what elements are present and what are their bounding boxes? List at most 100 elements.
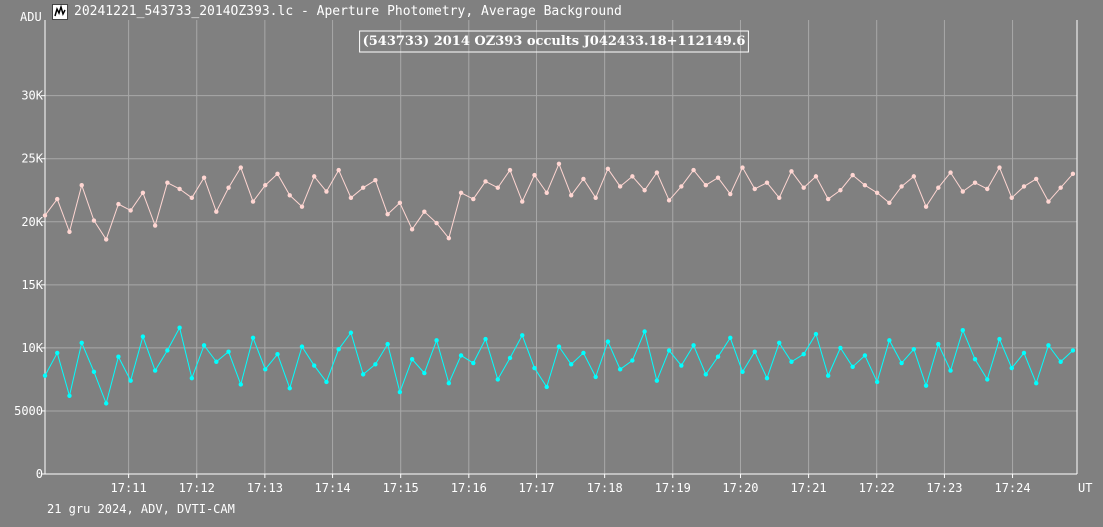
data-point [581,350,586,356]
data-point [324,189,329,194]
series-segment [179,188,193,199]
series-segment [277,173,291,196]
series-segment [546,163,560,193]
series-segment [570,178,584,196]
series-segment [937,343,952,371]
series-1 [42,161,1076,242]
series-segment [448,355,462,384]
series-segment [791,353,804,363]
chart-title-box [359,30,749,53]
series-segment [472,181,486,200]
series-segment [925,343,939,386]
series-segment [595,341,609,378]
y-tick-label: 25K [21,152,43,166]
series-segment [485,180,499,189]
series-segment [999,167,1013,199]
series-segment [888,186,903,204]
series-segment [570,352,584,365]
data-point [507,167,513,173]
series-segment [301,346,315,366]
lightcurve-app-icon[interactable] [52,4,68,20]
series-segment [387,202,401,215]
series-segment [668,350,682,366]
series-segment [827,189,841,200]
x-tick-label: 17:23 [926,481,962,495]
series-segment [986,167,1000,190]
series-segment [215,187,230,212]
series-segment [534,174,548,194]
window-title-bar: 20241221_543733_2014OZ393.lc - Aperture … [0,0,1103,24]
series-segment [191,345,205,379]
series-segment [950,172,964,192]
series-segment [374,179,389,215]
series-segment [937,172,951,189]
series-segment [497,357,511,380]
chart-title: (543733) 2014 OZ393 occults J042433.18+1… [363,34,746,49]
data-point [605,339,611,344]
series-segment [44,198,58,216]
series-segment [289,194,303,208]
series-segment [374,343,389,365]
series-segment [852,355,866,368]
series-segment [350,332,364,375]
series-segment [436,340,450,384]
chart-title-group: (543733) 2014 OZ393 occults J042433.18+1… [359,30,749,53]
series-segment [81,185,95,221]
series-segment [313,365,327,383]
series-segment [203,345,217,363]
series-segment [130,336,144,381]
series-segment [521,174,535,202]
grid-lines [45,20,1077,474]
series-segment [803,333,817,355]
series-segment [460,192,474,200]
series-segment [264,353,278,370]
series-segment [142,336,156,371]
x-tick-label: 17:18 [587,481,623,495]
window-title: 20241221_543733_2014OZ393.lc - Aperture … [74,4,622,19]
y-tick-label: 15K [21,278,43,292]
data-point [287,386,292,391]
data-point [226,349,231,354]
series-segment [436,222,450,239]
series-segment [607,168,621,187]
series-segment [582,352,597,378]
series-segment [301,176,315,207]
series-segment [754,351,768,379]
series-segment [583,178,597,199]
x-tick-label: 17:13 [247,481,283,495]
series-segment [191,177,205,199]
data-point [446,235,452,241]
data-point [91,369,97,375]
series-segment [778,342,792,363]
y-tick-label: 5000 [14,404,43,418]
series-segment [607,341,621,370]
series-segment [791,171,805,189]
data-point [691,343,696,348]
x-tick-label: 17:24 [994,481,1030,495]
data-point [373,177,378,183]
series-segment [619,175,633,187]
series-segment [56,198,70,233]
series-segment [118,203,131,211]
series-segment [864,355,878,383]
series-segment [815,333,829,376]
data-point [911,346,917,352]
series-segment [950,330,964,371]
series-segment [142,192,156,226]
series-segment [595,168,609,199]
series-segment [313,176,327,192]
series-segment [901,348,915,364]
x-tick-label: 17:21 [791,481,827,495]
data-point [385,341,390,347]
series-segment [228,351,242,385]
series-segment [497,169,511,189]
series-segment [803,176,817,189]
series-segment [913,348,927,386]
series-segment [423,340,438,374]
series-segment [521,335,535,369]
series-segment [509,169,523,202]
series-segment [154,182,168,226]
series-segment [1011,352,1025,369]
data-point [936,341,941,347]
data-point [79,340,84,346]
